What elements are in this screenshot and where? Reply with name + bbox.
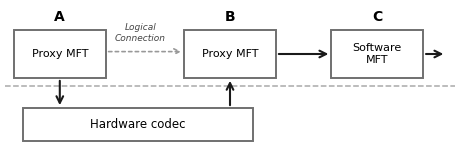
Text: B: B bbox=[224, 10, 235, 24]
Text: Hardware codec: Hardware codec bbox=[90, 118, 185, 131]
Bar bbox=[23, 108, 252, 141]
Bar bbox=[14, 30, 106, 78]
Bar bbox=[184, 30, 275, 78]
Text: Proxy MFT: Proxy MFT bbox=[32, 49, 88, 59]
Text: Software
MFT: Software MFT bbox=[352, 43, 401, 65]
Text: Logical
Connection: Logical Connection bbox=[115, 23, 165, 43]
Text: A: A bbox=[54, 10, 65, 24]
Text: Proxy MFT: Proxy MFT bbox=[202, 49, 257, 59]
Bar bbox=[330, 30, 422, 78]
Text: C: C bbox=[371, 10, 381, 24]
